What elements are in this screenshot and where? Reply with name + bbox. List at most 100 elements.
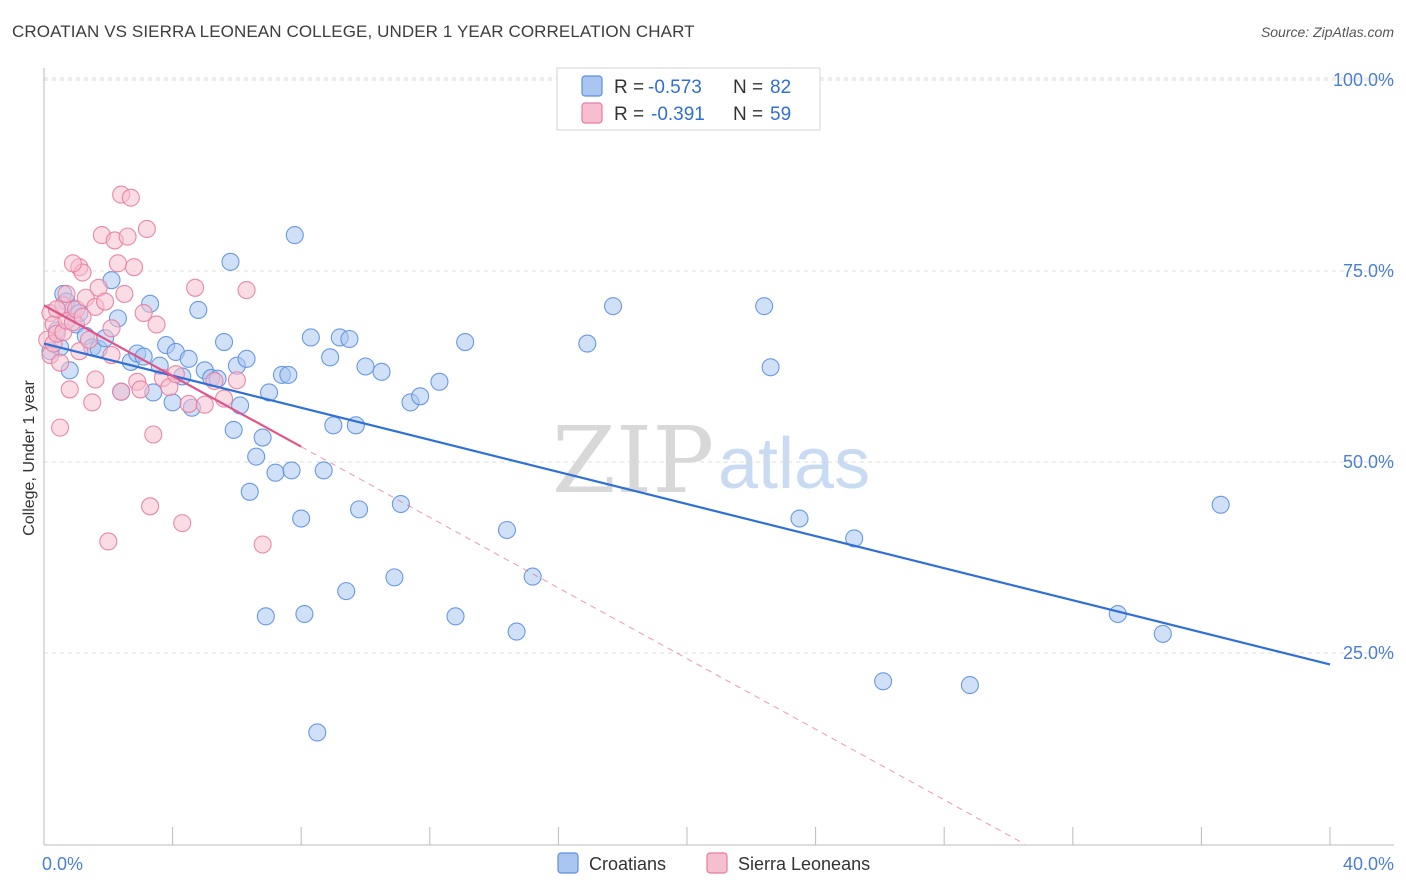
legend-r-value: -0.573 <box>648 77 702 98</box>
point-croatians <box>214 333 234 352</box>
point-croatians <box>292 509 311 528</box>
legend-swatch-croatians <box>581 75 603 97</box>
point-croatians <box>308 723 327 742</box>
point-croatians <box>411 387 430 406</box>
legend-swatch-croatians <box>557 852 579 874</box>
point-croatians <box>845 529 864 548</box>
correlation-legend: R = -0.573 N = 82 R = -0.391 N = 59 <box>556 67 821 131</box>
point-croatians <box>163 393 182 412</box>
point-croatians <box>240 482 259 501</box>
point-croatians <box>324 416 343 435</box>
point-croatians <box>247 447 266 466</box>
point-croatians <box>604 297 623 316</box>
point-sierra-leoneans <box>102 319 121 338</box>
y-tick-label: 25.0% <box>1343 643 1394 663</box>
point-sierra-leoneans <box>115 284 134 303</box>
point-croatians <box>314 461 333 480</box>
point-croatians <box>231 396 250 415</box>
point-croatians <box>755 297 774 316</box>
point-croatians <box>578 334 597 353</box>
point-sierra-leoneans <box>141 497 160 516</box>
point-sierra-leoneans <box>57 284 76 303</box>
point-sierra-leoneans <box>60 380 79 399</box>
point-sierra-leoneans <box>118 227 137 246</box>
point-sierra-leoneans <box>86 370 105 389</box>
point-croatians <box>1153 624 1172 643</box>
trend-lines <box>43 304 1331 845</box>
y-tick-label: 100.0% <box>1333 70 1394 90</box>
point-sierra-leoneans <box>51 418 70 437</box>
point-croatians <box>259 383 279 402</box>
point-croatians <box>1211 495 1230 514</box>
axes <box>43 68 1394 846</box>
point-sierra-leoneans <box>186 278 205 297</box>
point-sierra-leoneans <box>137 219 156 239</box>
point-croatians <box>960 676 979 695</box>
point-sierra-leoneans <box>144 425 163 444</box>
point-croatians <box>790 509 809 528</box>
trend-line-sierra-leoneans <box>43 304 302 448</box>
point-sierra-leoneans <box>47 300 66 319</box>
point-croatians <box>874 672 893 691</box>
x-tick-label-max: 40.0% <box>1343 854 1394 874</box>
legend-swatch-sierra-leoneans <box>581 102 603 124</box>
point-croatians <box>266 463 285 482</box>
legend-n-value: 59 <box>770 104 791 125</box>
y-tick-label: 75.0% <box>1343 261 1394 281</box>
point-sierra-leoneans <box>121 188 140 207</box>
point-sierra-leoneans <box>179 394 198 413</box>
point-croatians <box>761 358 780 377</box>
point-croatians <box>337 582 356 601</box>
point-sierra-leoneans <box>134 303 153 323</box>
point-sierra-leoneans <box>112 382 131 401</box>
point-sierra-leoneans <box>96 292 115 311</box>
legend-n-label: N = <box>733 77 763 98</box>
y-axis-label: College, Under 1 year <box>21 380 38 536</box>
point-croatians <box>221 252 240 271</box>
y-tick-labels: 25.0% 50.0% 75.0% 100.0% <box>1333 70 1394 663</box>
point-sierra-leoneans <box>173 514 192 533</box>
x-tick-label-min: 0.0% <box>42 854 83 874</box>
point-sierra-leoneans <box>124 258 144 277</box>
series-legend: Croatians Sierra Leoneans <box>557 852 870 874</box>
point-croatians <box>497 520 517 540</box>
data-points <box>38 185 1230 742</box>
point-sierra-leoneans <box>63 254 82 273</box>
trend-line-sierra-leoneans-extrapolated <box>300 446 1025 845</box>
point-sierra-leoneans <box>99 532 118 551</box>
point-sierra-leoneans <box>83 393 102 412</box>
source-label: Source: ZipAtlas.com <box>1260 24 1394 40</box>
point-sierra-leoneans <box>253 535 272 554</box>
point-sierra-leoneans <box>131 380 150 399</box>
legend-n-value: 82 <box>770 77 791 98</box>
point-croatians <box>189 300 208 320</box>
point-croatians <box>340 329 359 349</box>
watermark-atlas: atlas <box>718 424 870 504</box>
legend-r-label: R = <box>614 104 644 125</box>
point-sierra-leoneans <box>237 281 256 300</box>
legend-r-label: R = <box>614 77 644 98</box>
point-croatians <box>507 622 526 641</box>
point-croatians <box>372 362 391 381</box>
point-croatians <box>456 333 475 352</box>
point-sierra-leoneans <box>195 395 214 414</box>
point-croatians <box>224 420 243 439</box>
point-croatians <box>285 226 304 245</box>
point-croatians <box>282 461 301 480</box>
chart-title: CROATIAN VS SIERRA LEONEAN COLLEGE, UNDE… <box>12 22 695 41</box>
point-sierra-leoneans <box>51 353 70 372</box>
point-croatians <box>279 365 298 384</box>
point-croatians <box>237 349 256 368</box>
legend-swatch-sierra-leoneans <box>706 852 728 874</box>
point-sierra-leoneans <box>108 254 127 273</box>
watermark-zip: ZIP <box>552 407 714 514</box>
point-croatians <box>385 568 404 587</box>
point-croatians <box>253 428 272 447</box>
point-sierra-leoneans <box>227 371 246 390</box>
y-tick-label: 50.0% <box>1343 452 1394 472</box>
point-croatians <box>356 357 375 376</box>
legend-n-label: N = <box>733 104 763 125</box>
point-croatians <box>430 372 449 391</box>
trend-line-croatians <box>43 342 1331 666</box>
